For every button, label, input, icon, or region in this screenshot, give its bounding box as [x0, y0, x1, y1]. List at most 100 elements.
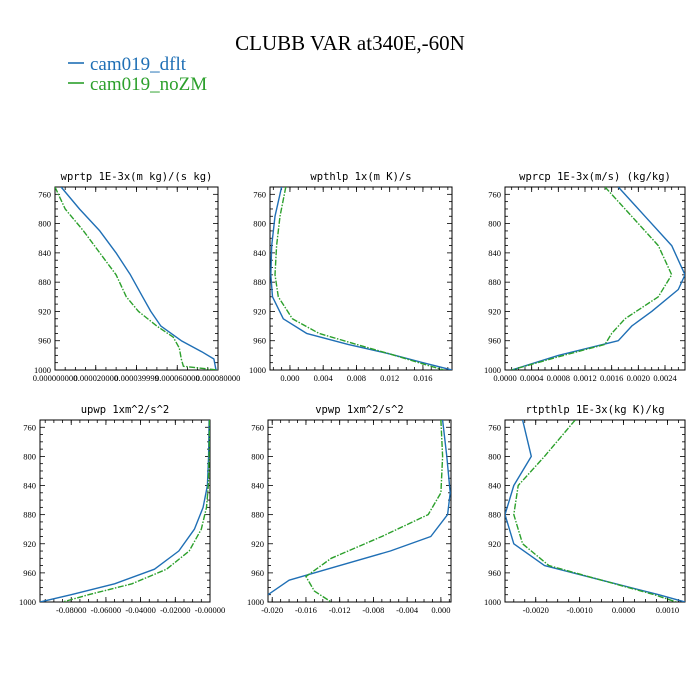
- panel-title: wprtp 1E-3x(m kg)/(s kg): [61, 171, 213, 183]
- x-tick-label: 0.0016: [600, 373, 623, 383]
- legend-label-nozm: cam019_noZM: [90, 74, 207, 95]
- y-tick-label: 960: [23, 568, 36, 578]
- x-tick-label: -0.004: [396, 605, 419, 615]
- y-tick-label: 800: [253, 219, 266, 229]
- panel-title: vpwp 1xm^2/s^2: [315, 404, 404, 416]
- y-tick-label: 1000: [484, 365, 501, 375]
- y-tick-label: 880: [253, 277, 266, 287]
- legend-label-dflt: cam019_dflt: [90, 54, 187, 75]
- panel-title: upwp 1xm^2/s^2: [81, 404, 170, 416]
- series-line-nozm: [513, 420, 677, 602]
- series-line-dflt: [268, 420, 451, 596]
- y-tick-label: 880: [23, 510, 36, 520]
- y-tick-label: 920: [23, 539, 36, 549]
- x-tick-label: -0.008: [362, 605, 384, 615]
- series-line-nozm: [511, 187, 673, 370]
- panels: wprtp 1E-3x(m kg)/(s kg) 760 800 840 880 920 9…: [19, 171, 686, 615]
- series-line-nozm: [274, 187, 444, 370]
- y-tick-label: 920: [38, 306, 51, 316]
- y-tick-label: 1000: [34, 365, 51, 375]
- plot-frame: [54, 186, 219, 371]
- y-tick-label: 800: [488, 219, 501, 229]
- y-tick-label: 920: [253, 306, 266, 316]
- y-tick-label: 1000: [249, 365, 266, 375]
- y-tick-label: 760: [253, 189, 266, 199]
- y-tick-label: 920: [251, 539, 264, 549]
- y-tick-label: 880: [38, 277, 51, 287]
- x-tick-label: 0.0024: [653, 373, 677, 383]
- panel-2: wpthlp 1x(m K)/s 760 800 840 880 920 960 1000 0.…: [249, 171, 453, 383]
- plot-frame: [269, 186, 453, 371]
- x-tick-label: -0.08000: [56, 605, 86, 615]
- x-tick-label: 0.0004: [520, 373, 544, 383]
- x-tick-label: 0.0012: [573, 373, 596, 383]
- x-tick-label: 0.0008: [547, 373, 570, 383]
- series-line-dflt: [270, 187, 452, 370]
- y-tick-label: 800: [23, 451, 36, 461]
- x-tick-label: -0.00000: [195, 605, 225, 615]
- y-tick-label: 880: [488, 277, 501, 287]
- y-tick-label: 960: [488, 336, 501, 346]
- y-tick-label: 800: [38, 219, 51, 229]
- y-tick-label: 760: [23, 422, 36, 432]
- x-tick-label: -0.02000: [160, 605, 190, 615]
- x-tick-label: 0.000020000: [73, 373, 118, 383]
- y-tick-label: 960: [253, 336, 266, 346]
- x-tick-label: 0.000: [431, 605, 450, 615]
- x-tick-label: 0.008: [347, 373, 366, 383]
- y-tick-label: 760: [251, 422, 264, 432]
- y-tick-label: 1000: [247, 597, 264, 607]
- x-tick-label: 0.000039999: [114, 373, 159, 383]
- y-tick-label: 840: [488, 248, 501, 258]
- series-line-nozm: [55, 187, 218, 370]
- y-tick-label: 840: [251, 481, 264, 491]
- x-tick-label: 0.000: [280, 373, 299, 383]
- panel-6: rtpthlp 1E-3x(kg K)/kg 760 800 840 880 920 960…: [484, 404, 686, 615]
- panel-4: upwp 1xm^2/s^2 760 800 840 880 920 960 1000 -0.0…: [19, 404, 225, 615]
- panel-1: wprtp 1E-3x(m kg)/(s kg) 760 800 840 880 920 9…: [33, 171, 241, 383]
- y-tick-label: 960: [38, 336, 51, 346]
- y-tick-label: 1000: [484, 597, 501, 607]
- y-tick-label: 920: [488, 306, 501, 316]
- y-tick-label: 840: [23, 481, 36, 491]
- x-tick-label: -0.012: [329, 605, 351, 615]
- y-tick-label: 800: [251, 451, 264, 461]
- x-tick-label: 0.0020: [627, 373, 650, 383]
- series-line-dflt: [511, 187, 685, 370]
- panel-3: wprcp 1E-3x(m/s) (kg/kg) 760 800 840 880 920 9…: [484, 171, 686, 383]
- y-tick-label: 840: [253, 248, 266, 258]
- x-tick-label: 0.0000: [612, 605, 635, 615]
- y-tick-label: 960: [488, 568, 501, 578]
- series-line-nozm: [305, 420, 444, 602]
- x-tick-label: -0.0010: [567, 605, 593, 615]
- x-tick-label: 0.012: [380, 373, 399, 383]
- series-line-nozm: [62, 420, 210, 602]
- panel-title: rtpthlp 1E-3x(kg K)/kg: [525, 404, 664, 416]
- x-tick-label: -0.0020: [523, 605, 549, 615]
- y-tick-label: 760: [488, 189, 501, 199]
- x-tick-label: 0.0000: [493, 373, 516, 383]
- x-tick-label: -0.016: [295, 605, 317, 615]
- x-tick-label: 0.004: [314, 373, 334, 383]
- plot-frame: [267, 419, 452, 603]
- panel-5: vpwp 1xm^2/s^27608008408809209601000-0.0…: [247, 404, 452, 615]
- x-tick-label: -0.06000: [91, 605, 121, 615]
- x-tick-label: -0.020: [261, 605, 283, 615]
- y-tick-label: 920: [488, 539, 501, 549]
- y-tick-label: 840: [488, 481, 501, 491]
- x-tick-label: 0.000080000: [196, 373, 241, 383]
- x-tick-label: 0.016: [413, 373, 432, 383]
- x-tick-label: 0.000060000: [155, 373, 200, 383]
- plot-frame: [504, 186, 686, 371]
- y-tick-label: 800: [488, 451, 501, 461]
- plot-frame: [504, 419, 686, 603]
- series-line-dflt: [505, 420, 685, 602]
- y-tick-label: 760: [488, 422, 501, 432]
- y-tick-label: 760: [38, 189, 51, 199]
- y-tick-label: 960: [251, 568, 264, 578]
- y-tick-label: 880: [488, 510, 501, 520]
- series-line-dflt: [60, 187, 217, 370]
- figure-title: CLUBB VAR at340E,-60N: [235, 31, 465, 55]
- x-tick-label: -0.04000: [125, 605, 155, 615]
